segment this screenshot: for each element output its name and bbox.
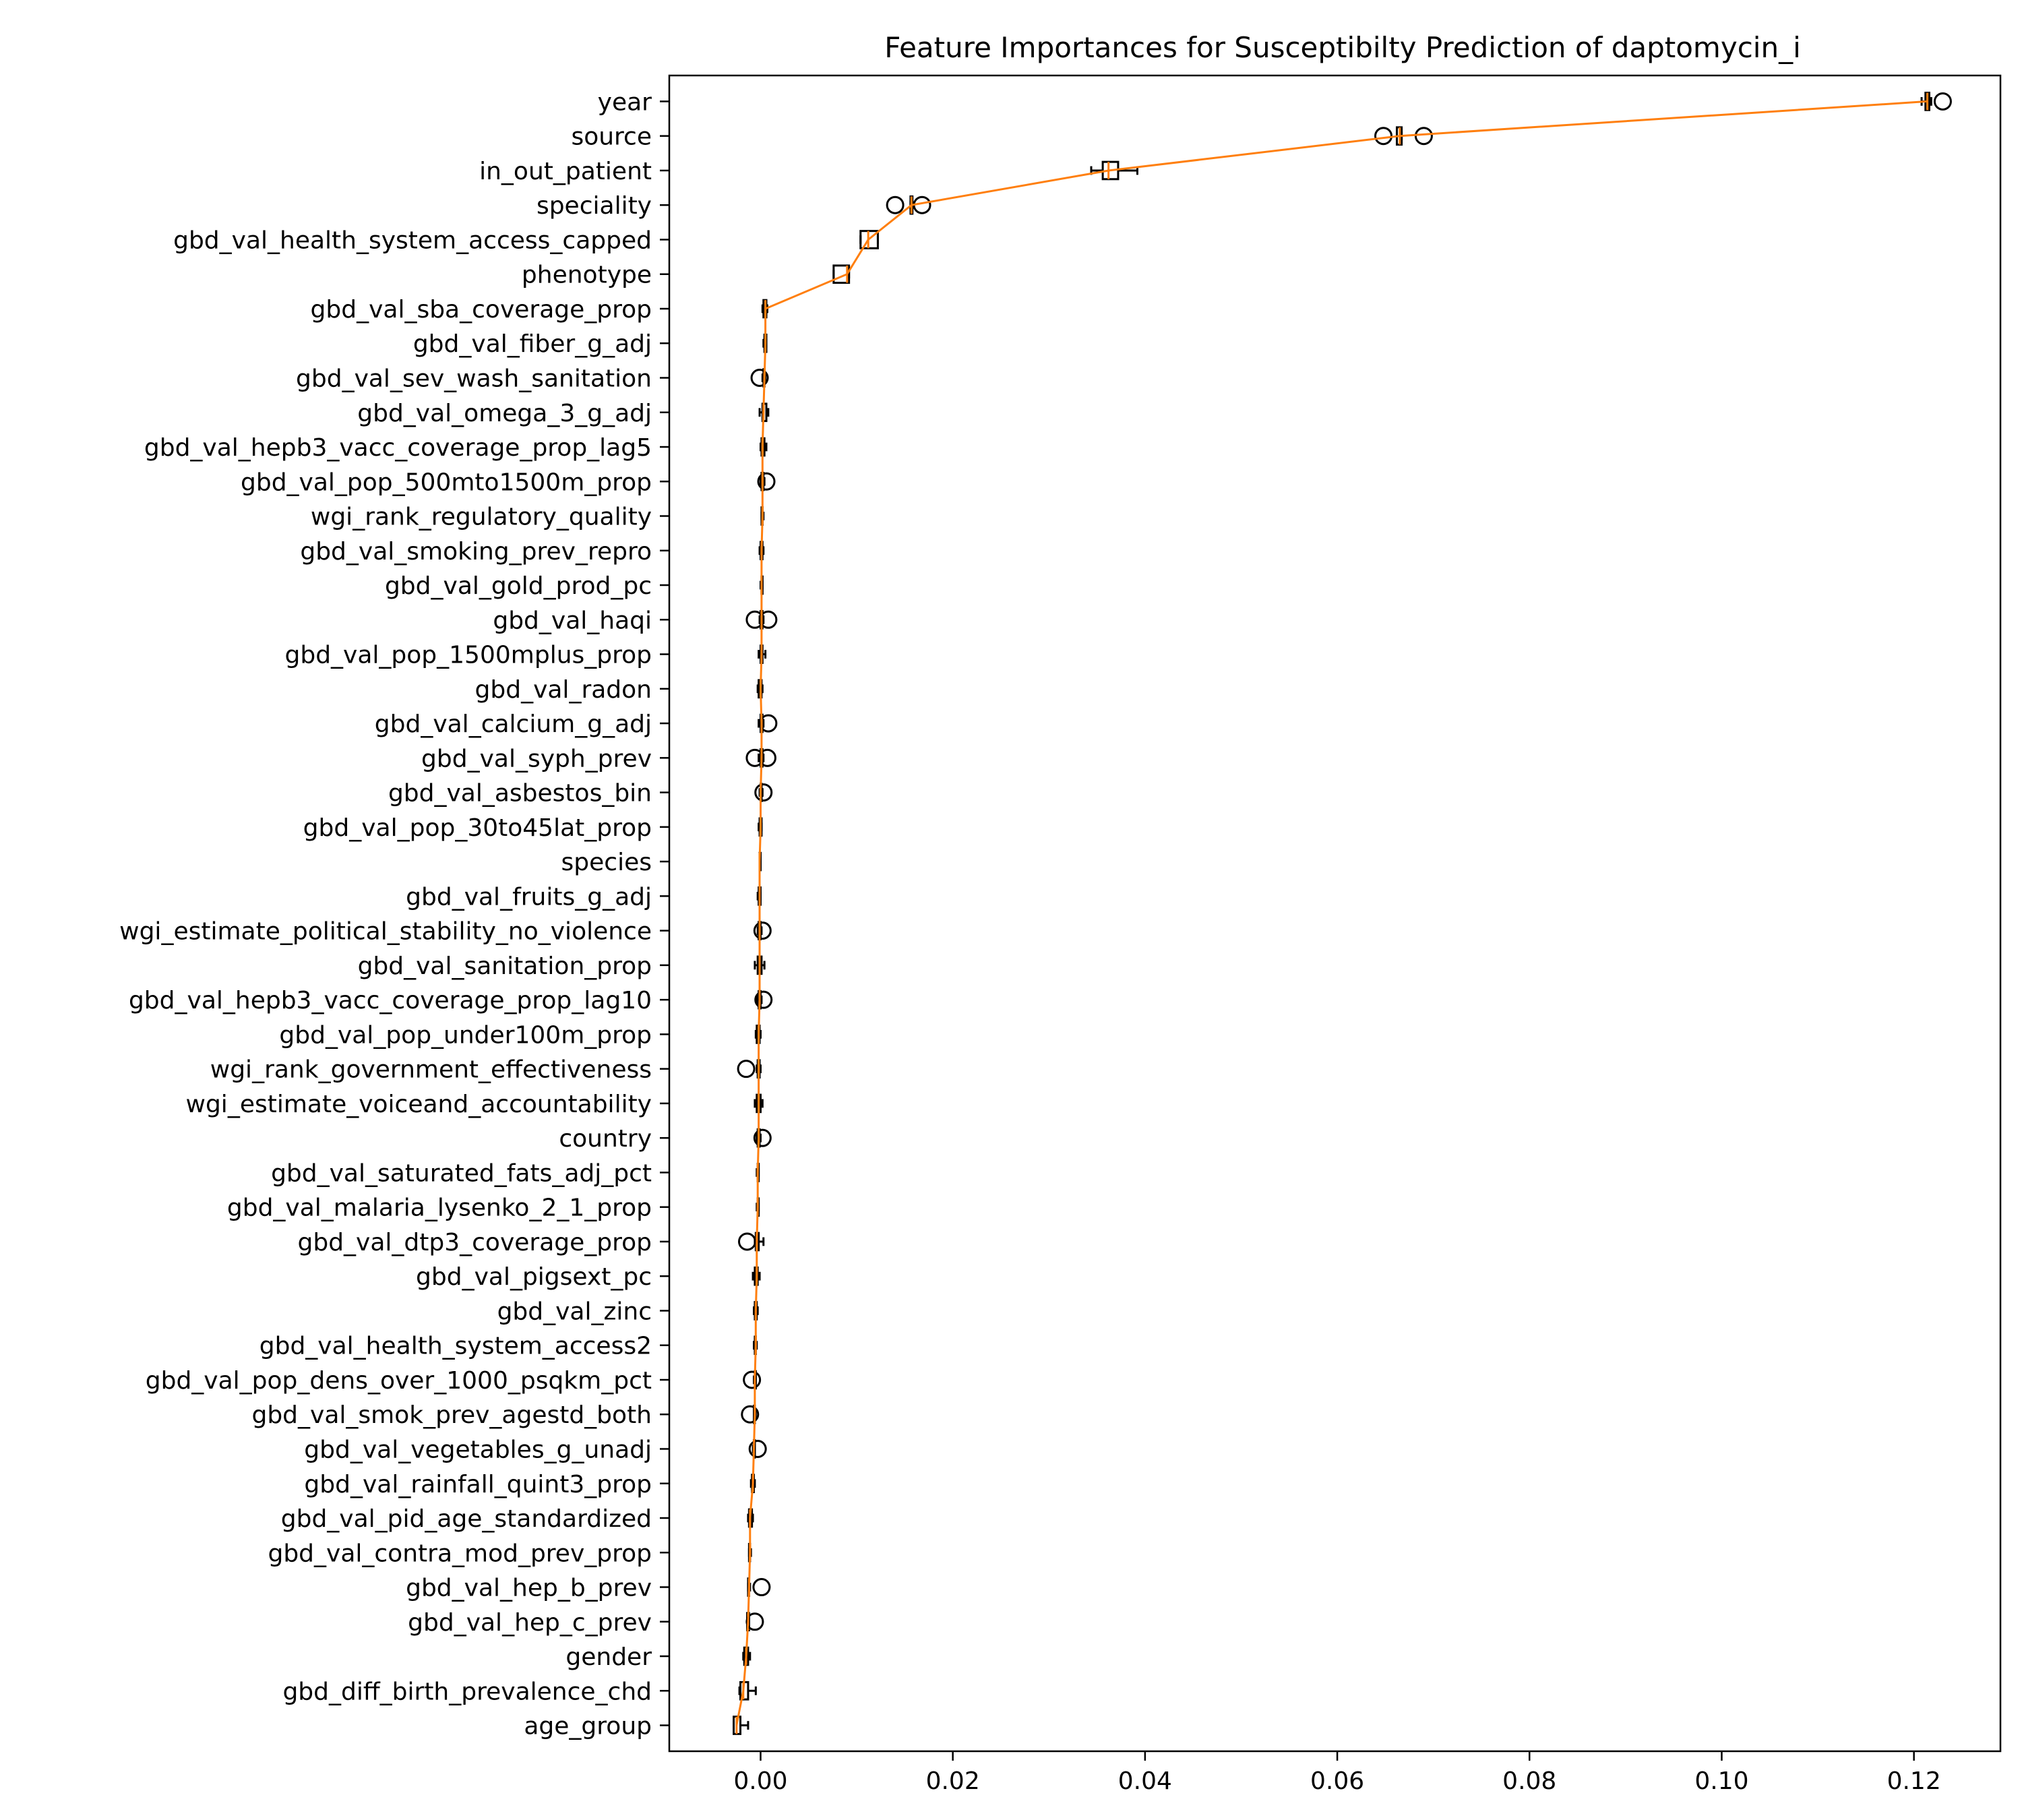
- y-tick-label: gbd_val_sba_coverage_prop: [311, 296, 652, 324]
- y-tick-label: gbd_val_health_system_access2: [259, 1333, 652, 1360]
- y-tick-label: gbd_val_hepb3_vacc_coverage_prop_lag10: [129, 987, 652, 1014]
- y-tick-label: gbd_val_asbestos_bin: [388, 780, 652, 808]
- flier-point: [738, 1232, 757, 1251]
- y-tick-label: gbd_val_vegetables_g_unadj: [304, 1436, 652, 1463]
- flier-point: [745, 748, 764, 767]
- y-tick-label: in_out_patient: [479, 158, 652, 185]
- flier-point: [748, 1439, 767, 1458]
- y-tick-label: phenotype: [522, 262, 652, 289]
- y-tick-label: gbd_val_pop_30to45lat_prop: [303, 814, 652, 842]
- y-tick-label: gbd_val_smoking_prev_repro: [300, 538, 652, 566]
- chart-marks: [733, 92, 1952, 1735]
- y-tick-label: wgi_estimate_voiceand_accountability: [186, 1091, 652, 1118]
- x-tick-label: 0.08: [1502, 1767, 1556, 1795]
- y-tick-label: gbd_val_hep_b_prev: [406, 1575, 652, 1602]
- y-tick-label: gbd_val_rainfall_quint3_prop: [304, 1471, 652, 1498]
- median-trend-line: [735, 100, 1928, 1726]
- flier-point: [750, 369, 769, 388]
- flier-point: [745, 610, 764, 629]
- y-tick-label: gbd_val_health_system_access_capped: [173, 226, 652, 254]
- y-tick-label: species: [561, 849, 652, 876]
- y-tick-label: gbd_diff_birth_prevalence_chd: [282, 1678, 652, 1705]
- flier-point: [753, 921, 772, 940]
- flier-point: [743, 1370, 762, 1389]
- flier-point: [886, 195, 905, 214]
- box: [1101, 160, 1120, 181]
- y-tick-label: gbd_val_dtp3_coverage_prop: [297, 1229, 652, 1256]
- flier-point: [757, 472, 776, 491]
- flier-point: [759, 610, 778, 629]
- y-tick-label: country: [559, 1125, 652, 1153]
- y-tick-label: gbd_val_calcium_g_adj: [375, 710, 652, 738]
- flier-point: [741, 1405, 760, 1424]
- flier-point: [754, 783, 773, 802]
- x-tick-label: 0.06: [1310, 1767, 1364, 1795]
- plot-frame: [668, 74, 2002, 1753]
- x-tick-label: 0.10: [1694, 1767, 1748, 1795]
- box: [832, 264, 851, 284]
- y-tick-label: wgi_rank_regulatory_quality: [311, 504, 652, 531]
- x-tick-label: 0.00: [733, 1767, 787, 1795]
- flier-point: [759, 714, 778, 733]
- y-tick-label: gbd_val_pop_1500mplus_prop: [285, 642, 652, 669]
- y-tick-label: gbd_val_radon: [475, 676, 652, 704]
- y-tick-label: gbd_val_pid_age_standardized: [281, 1505, 652, 1533]
- y-tick-label: gbd_val_hep_c_prev: [408, 1609, 652, 1637]
- chart-title: Feature Importances for Susceptibilty Pr…: [884, 31, 1801, 64]
- y-tick-label: gbd_val_omega_3_g_adj: [357, 400, 652, 427]
- y-tick-label: gbd_val_pop_dens_over_1000_psqkm_pct: [146, 1367, 652, 1395]
- y-tick-label: gbd_val_saturated_fats_adj_pct: [271, 1159, 652, 1187]
- y-tick-label: year: [598, 88, 652, 116]
- y-tick-label: gbd_val_sanitation_prop: [358, 952, 652, 980]
- chart-axes: year source in_out_patient speciality gbd_va…: [119, 74, 2002, 1795]
- x-tick-label: 0.04: [1118, 1767, 1172, 1795]
- x-tick-label: 0.02: [926, 1767, 980, 1795]
- y-tick-label: gbd_val_hepb3_vacc_coverage_prop_lag5: [144, 434, 652, 462]
- y-tick-label: speciality: [537, 192, 652, 220]
- flier-point: [754, 990, 773, 1009]
- y-tick-label: gbd_val_smok_prev_agestd_both: [251, 1401, 652, 1429]
- flier-point: [758, 748, 776, 767]
- y-tick-label: gbd_val_pop_500mto1500m_prop: [241, 468, 652, 496]
- y-tick-label: gbd_val_fiber_g_adj: [413, 330, 652, 358]
- y-tick-label: source: [571, 123, 652, 151]
- y-tick-label: gbd_val_malaria_lysenko_2_1_prop: [227, 1194, 652, 1222]
- y-tick-label: gender: [565, 1643, 652, 1671]
- y-tick-label: gbd_val_gold_prod_pc: [385, 572, 652, 600]
- y-tick-label: gbd_val_haqi: [493, 607, 652, 634]
- flier-point: [737, 1060, 756, 1079]
- flier-point: [752, 1578, 771, 1597]
- flier-point: [753, 1128, 772, 1147]
- y-tick-label: gbd_val_sev_wash_sanitation: [296, 365, 652, 393]
- y-tick-label: gbd_val_syph_prev: [421, 745, 652, 772]
- y-tick-label: age_group: [524, 1713, 652, 1740]
- flier-point: [1414, 127, 1433, 146]
- y-tick-label: gbd_val_fruits_g_adj: [406, 883, 652, 911]
- y-tick-label: gbd_val_zinc: [497, 1298, 652, 1325]
- y-tick-label: wgi_estimate_political_stability_no_viol…: [119, 918, 652, 946]
- y-tick-label: gbd_val_pigsext_pc: [416, 1263, 652, 1291]
- y-tick-label: gbd_val_contra_mod_prev_prop: [268, 1540, 652, 1567]
- flier-point: [1933, 92, 1952, 111]
- y-tick-label: wgi_rank_government_effectiveness: [210, 1056, 652, 1084]
- flier-point: [745, 1612, 764, 1631]
- y-tick-label: gbd_val_pop_under100m_prop: [279, 1021, 652, 1049]
- x-tick-label: 0.12: [1887, 1767, 1941, 1795]
